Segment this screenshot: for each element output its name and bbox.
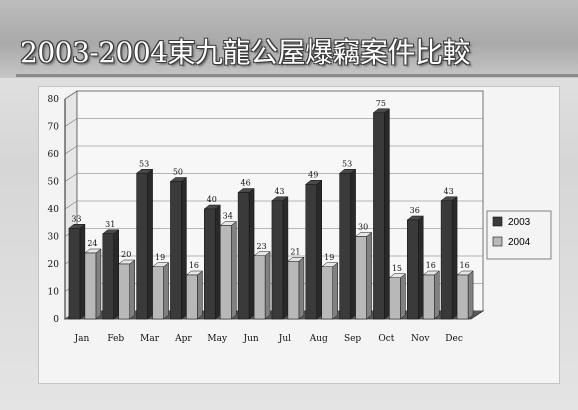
data-label-2003-Dec: 43 — [443, 187, 453, 196]
bar-2004-Mar — [151, 262, 170, 320]
data-label-2004-Jun: 23 — [256, 242, 266, 251]
x-tick-label: Jun — [242, 334, 258, 344]
bar-2003-Jul — [271, 196, 289, 320]
x-tick-label: Sep — [344, 334, 361, 344]
data-label-2004-Nov: 16 — [426, 261, 436, 270]
chart-panel: 0 10 20 30 40 50 60 70 80 33 24 Jan 31 20 Feb 53 19 Mar 50… — [38, 86, 560, 384]
bar-2003-Feb — [102, 229, 120, 320]
gridline — [64, 118, 483, 127]
gridline — [64, 90, 483, 100]
data-label-2004-May: 34 — [223, 212, 233, 221]
y-tick-label: 70 — [48, 123, 60, 133]
bar-2003-Mar — [135, 168, 154, 320]
y-tick-label: 10 — [48, 288, 60, 298]
x-tick-label: Feb — [107, 334, 124, 344]
data-label-2003-Jun: 46 — [240, 179, 250, 188]
data-label-2004-Apr: 16 — [189, 261, 199, 270]
y-tick-label: 50 — [48, 178, 60, 188]
title-underline — [16, 74, 578, 77]
bar-2003-Jan — [68, 223, 86, 320]
x-tick-label: May — [207, 334, 228, 344]
data-label-2004-Sep: 30 — [358, 223, 368, 232]
bar-2004-Nov — [422, 270, 440, 320]
legend-swatch-2004 — [492, 236, 503, 247]
x-tick-label: Dec — [445, 334, 463, 344]
bar-2003-Nov — [406, 215, 424, 320]
bar-2004-Feb — [118, 259, 136, 320]
bar-2003-Dec — [440, 196, 458, 320]
gridline — [64, 145, 483, 155]
data-label-2003-Jul: 43 — [274, 187, 284, 196]
bar-2004-Aug — [321, 262, 339, 320]
bar-2003-Apr — [169, 176, 188, 320]
y-tick-label: 20 — [48, 260, 60, 270]
data-label-2003-May: 40 — [207, 195, 217, 204]
data-label-2004-Feb: 20 — [121, 250, 131, 259]
legend-swatch-2003 — [492, 216, 503, 227]
data-label-2003-Mar: 53 — [139, 159, 149, 168]
bar-2003-Sep — [338, 168, 357, 320]
x-tick-label: Aug — [309, 334, 328, 344]
x-tick-label: Jul — [278, 334, 291, 344]
data-label-2004-Mar: 19 — [155, 253, 165, 262]
data-label-2003-Aug: 49 — [308, 170, 318, 179]
data-label-2003-Sep: 53 — [342, 159, 352, 168]
data-label-2004-Aug: 19 — [324, 253, 334, 262]
title-band — [0, 0, 578, 78]
x-tick-label: Apr — [174, 334, 192, 344]
data-label-2003-Feb: 31 — [105, 220, 115, 229]
y-tick-label: 40 — [48, 205, 60, 215]
bar-chart: 0 10 20 30 40 50 60 70 80 33 24 Jan 31 20 Feb 53 19 Mar 50… — [48, 90, 552, 344]
legend-entry-2003: 2003 — [508, 217, 531, 228]
data-label-2004-Oct: 15 — [392, 264, 402, 273]
bar-2003-Oct — [372, 108, 391, 320]
bar-2004-Sep — [354, 231, 373, 320]
y-tick-label: 60 — [48, 150, 60, 160]
x-tick-label: Nov — [411, 334, 430, 344]
bar-2004-Oct — [388, 273, 407, 320]
data-label-2003-Apr: 50 — [173, 168, 183, 177]
data-label-2004-Jul: 21 — [290, 247, 300, 256]
bar-2004-May — [219, 220, 237, 320]
legend-entry-2004: 2004 — [508, 237, 531, 248]
slide-title: 2003-2004東九龍公屋爆竊案件比較 — [20, 36, 470, 69]
bar-2003-May — [203, 204, 221, 320]
x-tick-label: Oct — [378, 334, 394, 344]
bar-2004-Apr — [185, 270, 204, 320]
y-tick-label: 30 — [48, 233, 60, 243]
bar-2003-Jun — [237, 187, 255, 320]
x-tick-label: Jan — [74, 334, 90, 344]
bar-2004-Jun — [253, 251, 271, 320]
bar-2004-Jul — [287, 256, 305, 320]
bar-2004-Jan — [84, 248, 102, 320]
data-label-2004-Dec: 16 — [459, 261, 469, 270]
x-tick-label: Mar — [140, 334, 160, 344]
y-tick-label: 80 — [48, 95, 60, 105]
bar-2004-Dec — [456, 270, 474, 320]
y-tick-label: 0 — [53, 315, 59, 325]
data-label-2003-Jan: 33 — [71, 214, 81, 223]
bar-2003-Aug — [305, 179, 323, 320]
data-label-2003-Nov: 36 — [410, 206, 420, 215]
data-label-2004-Jan: 24 — [87, 239, 97, 248]
data-label-2003-Oct: 75 — [376, 99, 386, 108]
